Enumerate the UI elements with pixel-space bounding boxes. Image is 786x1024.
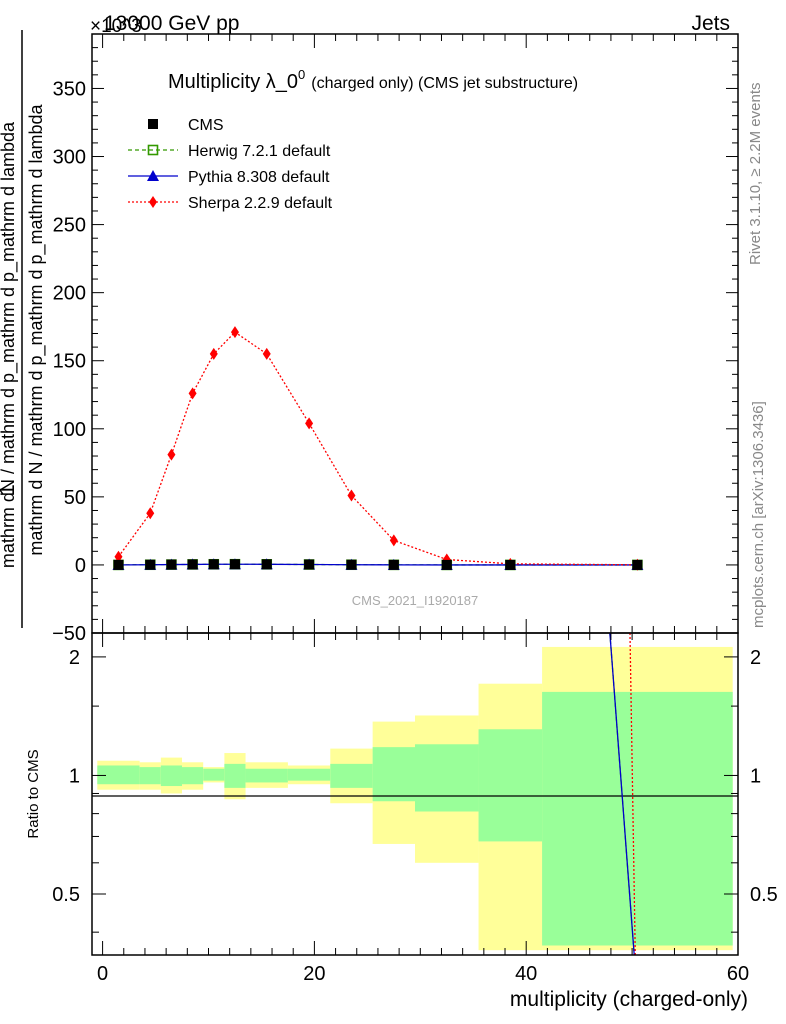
legend-marker-sherpa [149,196,157,208]
data-point-cms [632,559,643,570]
main-y-tick-label: 0 [75,555,86,577]
main-y-tick-label: 50 [64,487,86,509]
x-axis-label: multiplicity (charged-only) [510,988,748,1011]
data-point-cms [113,559,124,570]
analysis-watermark: CMS_2021_I1920187 [352,593,479,608]
data-point-cms [187,559,198,570]
y-label-bottom: mathrm d N / mathrm d p_mathrm d p_mathr… [26,103,47,555]
data-point-cms [346,559,357,570]
ratio-y-tick-label: 1 [69,765,80,787]
main-y-tick-label: 150 [53,351,86,373]
ratio-y-tick-label-right: 2 [750,647,761,669]
data-point-sherpa [209,347,218,360]
ratio-x-tick-label: 40 [515,963,537,985]
mcplots-label: mcplots.cern.ch [arXiv:1306.3436] [750,401,767,628]
ratio-frame [91,632,739,956]
data-point-cms [261,559,272,570]
stat-uncertainty-band [203,768,225,781]
data-point-sherpa [262,347,271,360]
main-title: Multiplicity λ_00(charged only) (CMS jet… [168,67,578,93]
main-y-tick-label: 250 [53,215,86,237]
stat-uncertainty-band [330,763,373,788]
main-x-ticks [102,34,739,633]
stat-uncertainty-band [160,765,183,787]
ratio-x-tick-label: 60 [727,963,749,985]
ratio-x-tick-label: 0 [97,963,108,985]
data-point-sherpa [230,326,239,339]
legend-marker-cms [148,119,158,129]
legend-marker-herwig [147,144,159,156]
ratio-y-axis: 0.5 0.5 1 1 2 2 [52,647,778,933]
data-point-sherpa [188,387,197,400]
main-y-tick-label: 200 [53,283,86,305]
stat-uncertainty-band [478,729,543,842]
y-label-top: mathrm dN / mathrm d p_mathrm d p_mathrm… [0,121,19,568]
stat-uncertainty-band [542,691,733,946]
stat-uncertainty-band [224,763,246,788]
main-panel: CMS_2021_I1920187 −50 0 50 100 150 200 250 300 3… [52,33,739,645]
ratio-y-tick-label: 0.5 [52,884,80,906]
data-point-cms [441,559,452,570]
legend-marker-pythia [147,170,159,181]
ratio-lines [609,632,636,956]
legend-label-cms: CMS [188,117,224,134]
data-point-cms [505,559,516,570]
stat-uncertainty-band [287,768,331,781]
stat-uncertainty-band [97,765,140,785]
ratio-y-label: Ratio to CMS [25,749,42,838]
data-point-sherpa [146,507,155,520]
stat-uncertainty-band [372,747,415,802]
main-y-tick-label: 300 [53,147,86,169]
legend: CMS Herwig 7.2.1 default Pythia 8.308 defa… [128,117,333,212]
ratio-y-tick-label-right: 1 [750,765,761,787]
stat-uncertainty-band [182,767,204,785]
legend-label-pythia: Pythia 8.308 default [188,169,330,186]
main-y-tick-label: 100 [53,419,86,441]
main-y-tick-label: −50 [52,623,86,645]
exponent-label: ×10^3 [90,16,142,37]
legend-label-herwig: Herwig 7.2.1 default [188,143,331,160]
ratio-x-tick-label: 20 [303,963,325,985]
stat-uncertainty-band [245,768,288,783]
rivet-label: Rivet 3.1.10, ≥ 2.2M events [747,83,764,266]
data-point-cms [388,559,399,570]
legend-label-sherpa: Sherpa 2.2.9 default [188,195,333,212]
data-point-sherpa [305,417,314,430]
stat-uncertainty-band [415,744,479,812]
data-point-cms [304,559,315,570]
energy-label: 13000 GeV pp [104,12,239,35]
main-y-label: 1 mathrm dN / mathrm d p_mathrm d p_math… [0,30,47,628]
process-label: Jets [691,12,730,35]
data-point-cms [208,559,219,570]
ratio-bands [97,646,733,951]
data-point-cms [166,559,177,570]
ratio-line-sherpa [629,632,636,956]
data-point-cms [229,559,240,570]
main-y-tick-label: 350 [53,78,86,100]
y-label-one: 1 [0,484,19,496]
data-point-cms [145,559,156,570]
ratio-x-axis: 0 20 40 60 [97,633,749,985]
stat-uncertainty-band [139,767,161,785]
ratio-y-tick-label-right: 0.5 [750,884,778,906]
data-point-sherpa [114,550,123,563]
ratio-panel: 0.5 0.5 1 1 2 2 0 20 40 60 Ratio to CMS multipli… [25,632,778,1011]
main-y-axis: −50 0 50 100 150 200 250 300 350 [52,47,738,645]
data-point-sherpa [167,448,176,461]
data-point-sherpa [389,534,398,547]
ratio-y-tick-label: 2 [69,647,80,669]
ratio-line-pythia [609,632,635,956]
main-series [112,326,644,571]
data-point-sherpa [347,489,356,502]
